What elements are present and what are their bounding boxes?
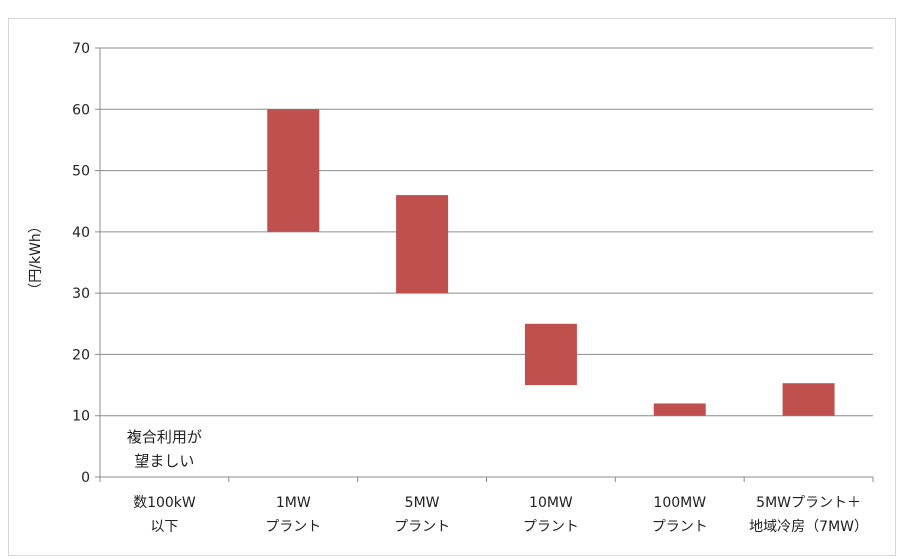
bar — [396, 195, 449, 294]
y-tick-label: 20 — [72, 347, 90, 363]
y-axis-label: （円/kWh） — [28, 219, 44, 297]
category-labels: 数100kW 以下 1MW プラント 5MW プラント 10MW プラント 100MW プラント 5… — [133, 495, 868, 535]
bar — [524, 323, 577, 386]
x-category-label: 以下 — [150, 519, 178, 535]
x-category-label: 数100kW — [133, 495, 196, 511]
y-tick-labels: 0 10 20 30 40 50 60 70 — [72, 41, 90, 486]
x-category-label: 5MWプラント＋ — [756, 495, 861, 511]
x-category-label: 10MW — [529, 495, 573, 511]
x-category-label: プラント — [394, 519, 450, 535]
annotation-text: 複合利用が — [127, 428, 202, 446]
y-tick-label: 10 — [72, 409, 90, 425]
y-tick-label: 70 — [72, 41, 90, 57]
axes — [95, 47, 874, 482]
x-category-label: プラント — [523, 519, 579, 535]
y-tick-label: 0 — [81, 470, 90, 486]
x-category-label: 1MW — [276, 495, 311, 511]
bar — [653, 403, 706, 416]
x-category-label: プラント — [265, 519, 321, 535]
y-tick-label: 40 — [72, 225, 90, 241]
chart-frame — [8, 18, 896, 556]
x-category-label: プラント — [652, 519, 708, 535]
bars — [267, 109, 835, 416]
annotation-text: 望ましい — [134, 452, 194, 470]
y-tick-label: 60 — [72, 102, 90, 118]
grid-lines — [100, 47, 873, 417]
y-tick-label: 30 — [72, 286, 90, 302]
bar — [267, 109, 320, 232]
x-category-label: 100MW — [653, 495, 706, 511]
x-category-label: 地域冷房（7MW） — [749, 519, 868, 535]
bar — [782, 383, 835, 416]
x-category-label: 5MW — [405, 495, 440, 511]
y-tick-label: 50 — [72, 164, 90, 180]
